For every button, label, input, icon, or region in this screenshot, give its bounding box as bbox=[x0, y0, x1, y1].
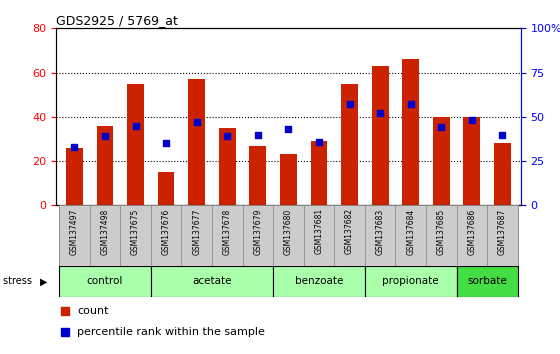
Bar bbox=[365, 205, 395, 266]
Bar bbox=[402, 59, 419, 205]
Point bbox=[162, 141, 171, 146]
Bar bbox=[242, 205, 273, 266]
Bar bbox=[158, 172, 175, 205]
Point bbox=[131, 123, 140, 129]
Text: sorbate: sorbate bbox=[467, 276, 507, 286]
Bar bbox=[494, 143, 511, 205]
Text: GSM137682: GSM137682 bbox=[345, 208, 354, 255]
Text: GSM137676: GSM137676 bbox=[162, 208, 171, 255]
Point bbox=[376, 110, 385, 116]
Text: GDS2925 / 5769_at: GDS2925 / 5769_at bbox=[56, 14, 178, 27]
Bar bbox=[59, 205, 90, 266]
Point bbox=[345, 102, 354, 107]
Bar bbox=[181, 205, 212, 266]
Bar bbox=[59, 266, 151, 297]
Text: GSM137498: GSM137498 bbox=[100, 208, 109, 255]
Bar bbox=[311, 141, 328, 205]
Bar bbox=[273, 205, 304, 266]
Text: GSM137686: GSM137686 bbox=[468, 208, 477, 255]
Bar bbox=[273, 266, 365, 297]
Text: GSM137685: GSM137685 bbox=[437, 208, 446, 255]
Bar bbox=[219, 128, 236, 205]
Bar bbox=[456, 205, 487, 266]
Bar bbox=[365, 266, 456, 297]
Text: GSM137677: GSM137677 bbox=[192, 208, 201, 255]
Bar bbox=[334, 205, 365, 266]
Point bbox=[368, 52, 377, 58]
Text: percentile rank within the sample: percentile rank within the sample bbox=[77, 327, 265, 337]
Text: ▶: ▶ bbox=[40, 276, 48, 286]
Bar bbox=[249, 145, 266, 205]
Text: propionate: propionate bbox=[382, 276, 439, 286]
Text: GSM137687: GSM137687 bbox=[498, 208, 507, 255]
Point bbox=[498, 132, 507, 137]
Bar bbox=[426, 205, 456, 266]
Bar bbox=[280, 154, 297, 205]
Bar bbox=[487, 205, 518, 266]
Text: control: control bbox=[87, 276, 123, 286]
Bar bbox=[66, 148, 83, 205]
Bar bbox=[120, 205, 151, 266]
Bar bbox=[304, 205, 334, 266]
Point bbox=[437, 125, 446, 130]
Text: GSM137684: GSM137684 bbox=[406, 208, 415, 255]
Bar bbox=[151, 266, 273, 297]
Point bbox=[223, 133, 232, 139]
Text: GSM137681: GSM137681 bbox=[315, 208, 324, 255]
Text: GSM137679: GSM137679 bbox=[253, 208, 262, 255]
Bar bbox=[433, 117, 450, 205]
Bar bbox=[127, 84, 144, 205]
Point bbox=[315, 139, 324, 144]
Point bbox=[253, 132, 262, 137]
Text: GSM137675: GSM137675 bbox=[131, 208, 140, 255]
Point bbox=[284, 126, 293, 132]
Point bbox=[192, 119, 201, 125]
Bar bbox=[188, 79, 205, 205]
Point bbox=[468, 118, 477, 123]
Point bbox=[406, 102, 415, 107]
Point bbox=[70, 144, 79, 150]
Text: GSM137678: GSM137678 bbox=[223, 208, 232, 255]
Text: acetate: acetate bbox=[192, 276, 232, 286]
Bar bbox=[96, 126, 113, 205]
Bar bbox=[90, 205, 120, 266]
Text: count: count bbox=[77, 306, 109, 316]
Text: benzoate: benzoate bbox=[295, 276, 343, 286]
Bar bbox=[464, 117, 480, 205]
Bar bbox=[456, 266, 518, 297]
Bar bbox=[212, 205, 242, 266]
Point bbox=[368, 247, 377, 252]
Bar bbox=[151, 205, 181, 266]
Text: GSM137497: GSM137497 bbox=[70, 208, 79, 255]
Text: stress: stress bbox=[3, 276, 35, 286]
Bar bbox=[372, 66, 389, 205]
Text: GSM137680: GSM137680 bbox=[284, 208, 293, 255]
Bar bbox=[341, 84, 358, 205]
Bar bbox=[395, 205, 426, 266]
Point bbox=[100, 133, 109, 139]
Text: GSM137683: GSM137683 bbox=[376, 208, 385, 255]
